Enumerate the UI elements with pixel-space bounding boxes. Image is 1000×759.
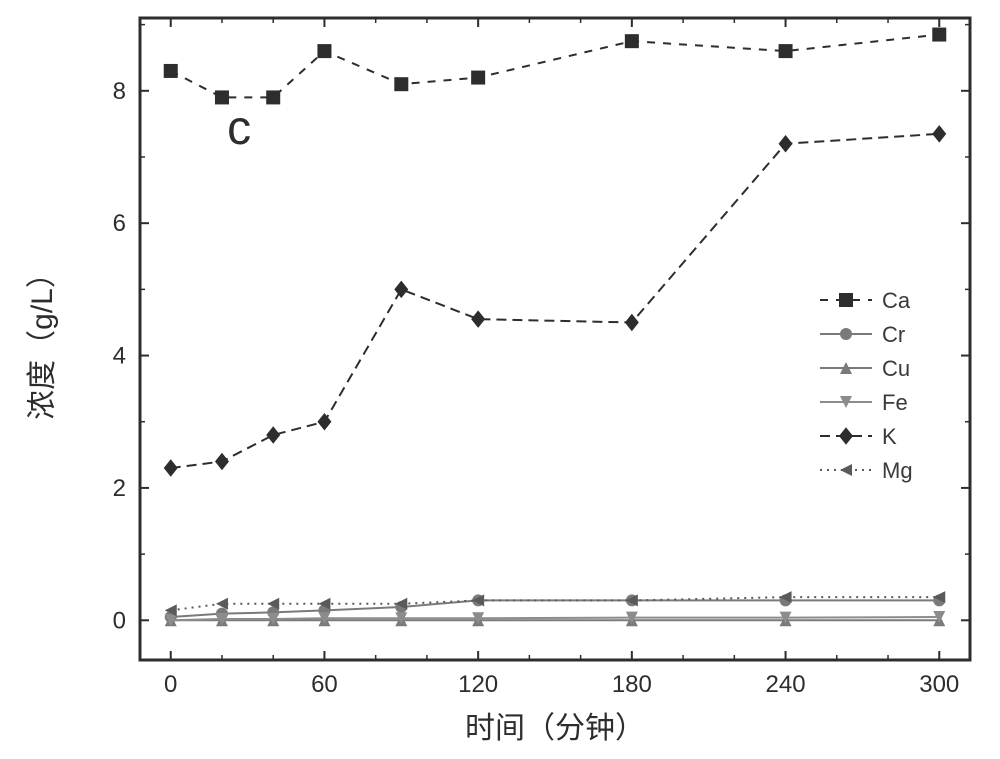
x-tick-label: 240 xyxy=(766,671,806,698)
x-tick-label: 180 xyxy=(612,671,652,698)
legend-label-Mg: Mg xyxy=(882,458,913,483)
legend-label-Cr: Cr xyxy=(882,322,905,347)
chart-container: 0 60 120 180 240 300 0 2 4 6 8 时间（分钟） 浓度（g/L） c Ca Cr Cu… xyxy=(0,0,1000,759)
chart-svg: 0 60 120 180 240 300 0 2 4 6 8 时间（分钟） 浓度（g/L） c Ca Cr Cu… xyxy=(0,0,1000,759)
x-tick-label: 0 xyxy=(164,671,177,698)
y-tick-label: 8 xyxy=(113,78,126,105)
x-axis-title: 时间（分钟） xyxy=(465,712,645,745)
legend-label-Fe: Fe xyxy=(882,390,908,415)
y-tick-label: 6 xyxy=(113,210,126,237)
y-tick-label: 4 xyxy=(113,343,126,370)
y-tick-label: 0 xyxy=(113,607,126,634)
x-tick-label: 300 xyxy=(919,671,959,698)
legend-label-K: K xyxy=(882,424,897,449)
panel-letter: c xyxy=(227,102,251,155)
legend-label-Cu: Cu xyxy=(882,356,910,381)
legend-label-Ca: Ca xyxy=(882,288,911,313)
y-tick-label: 2 xyxy=(113,475,126,502)
y-axis-title: 浓度（g/L） xyxy=(26,258,59,420)
x-tick-label: 120 xyxy=(458,671,498,698)
x-tick-label: 60 xyxy=(311,671,338,698)
